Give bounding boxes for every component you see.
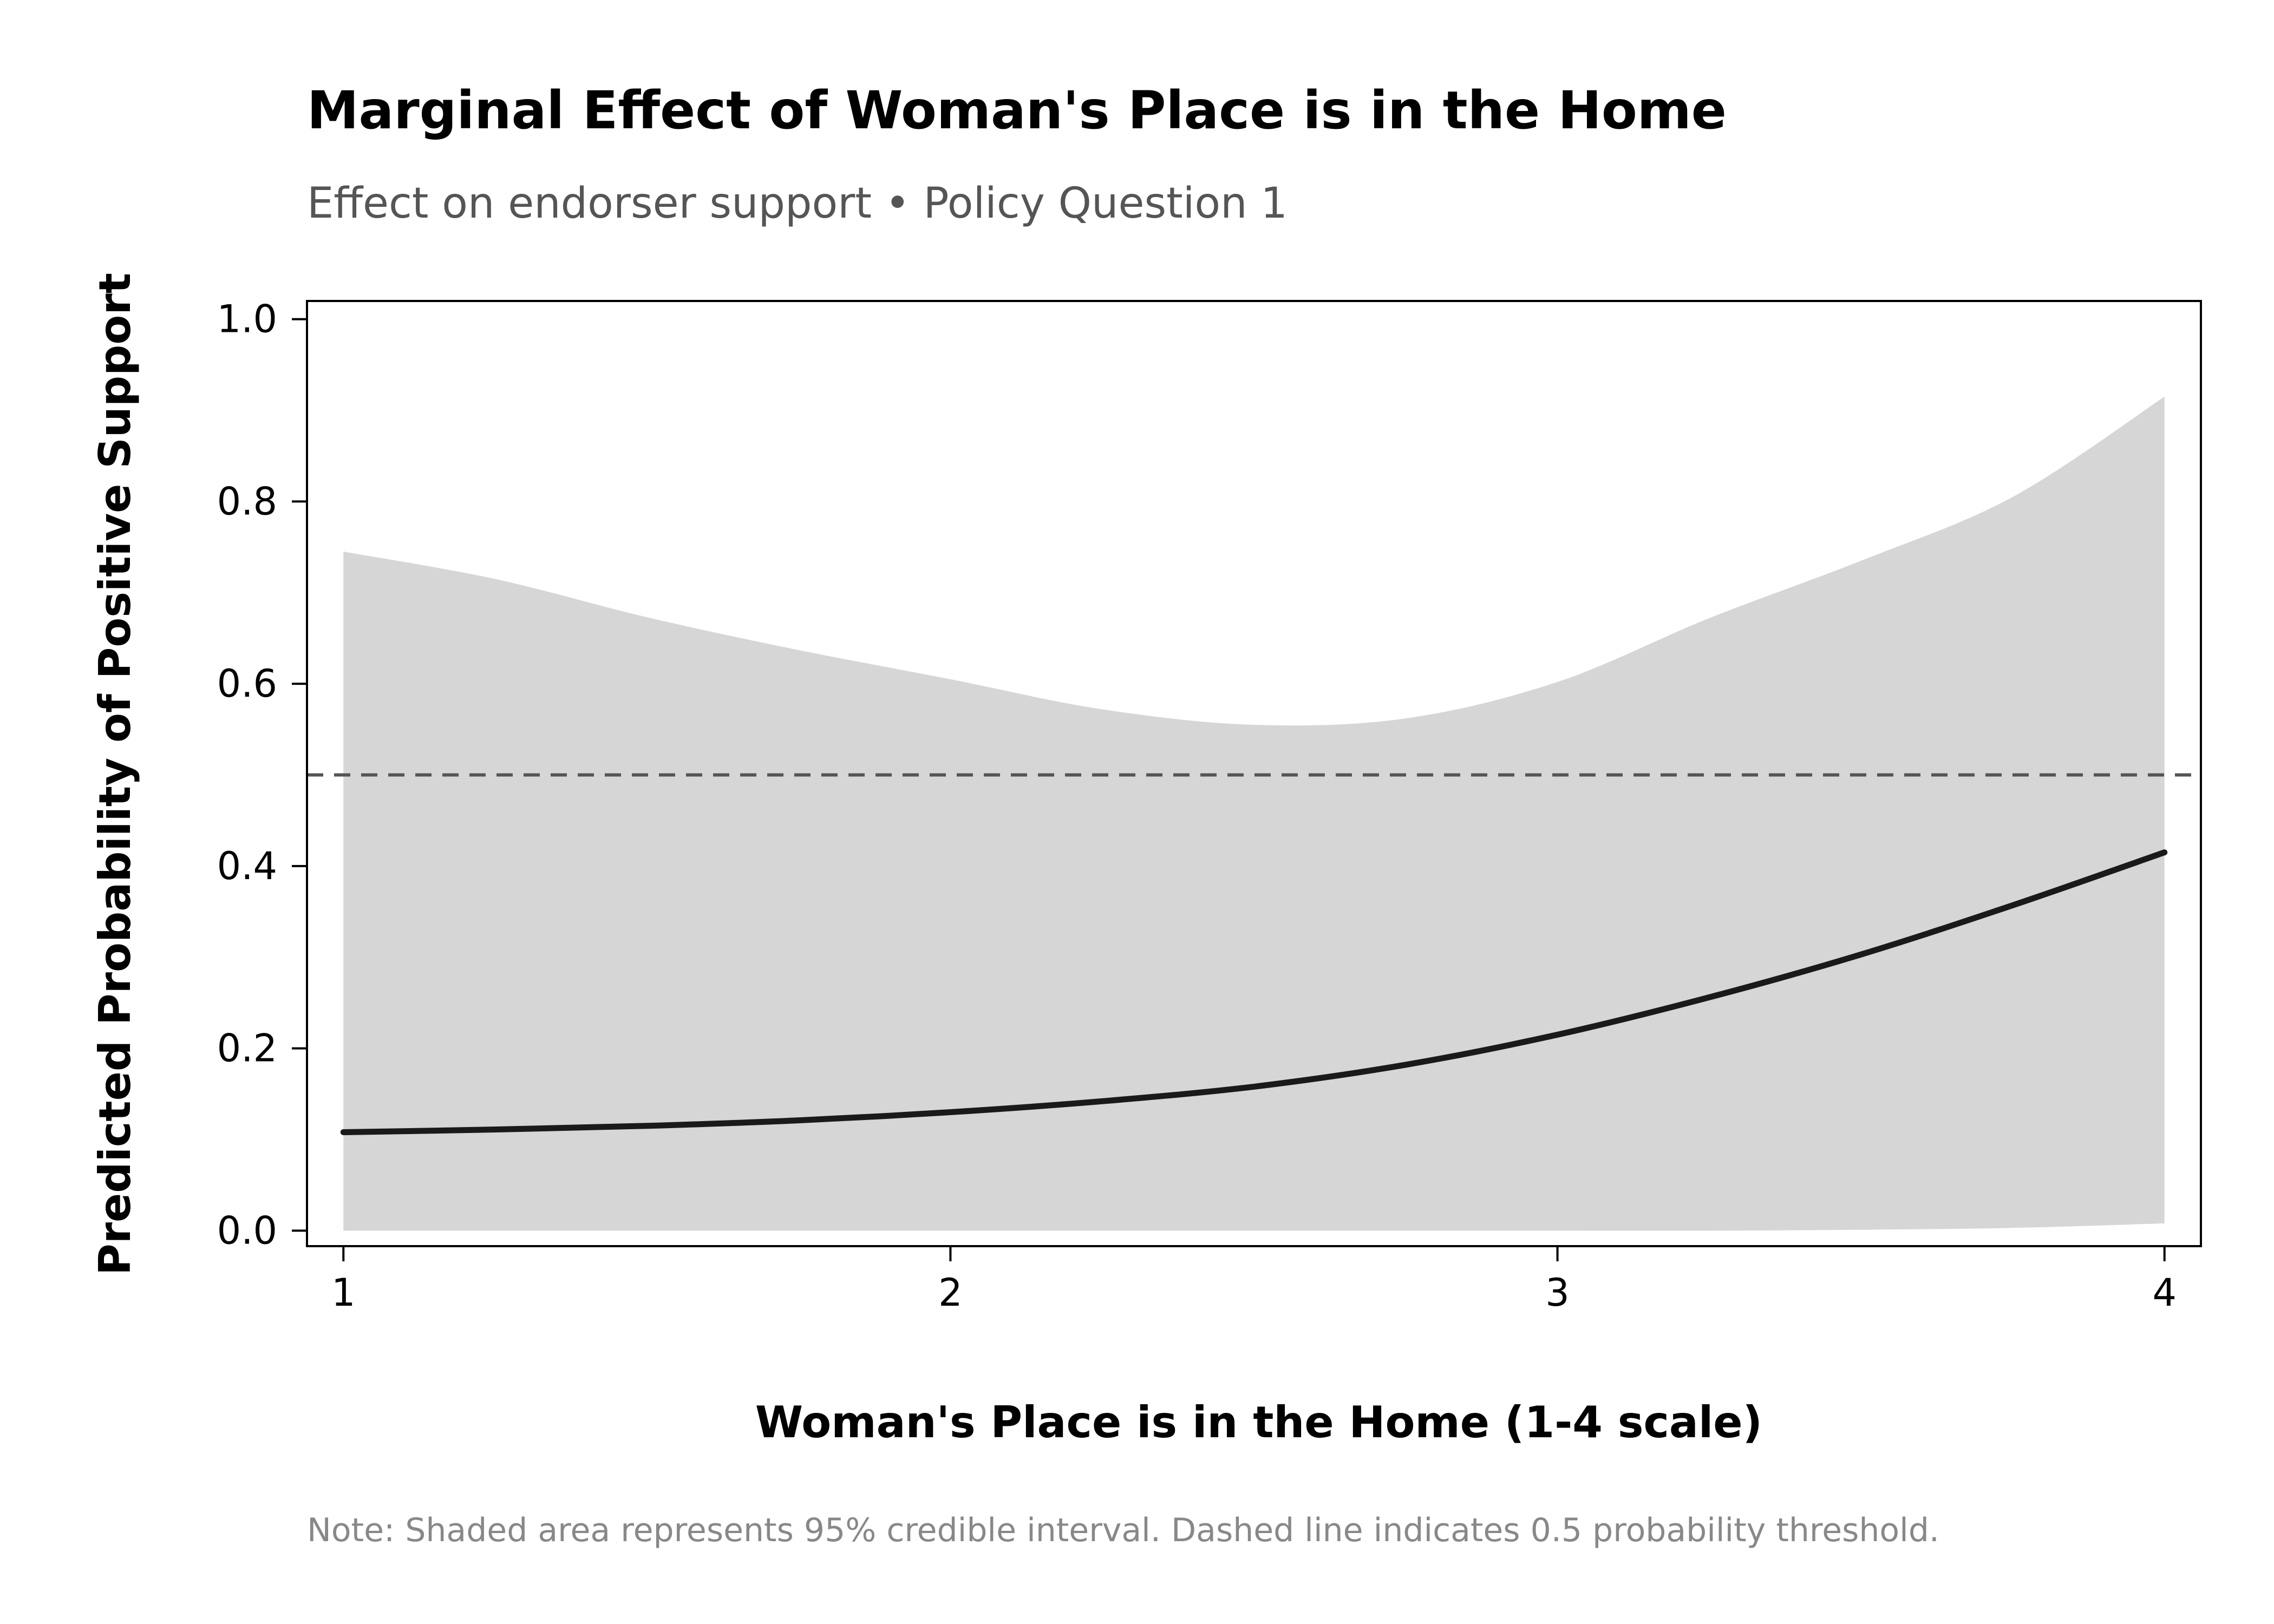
x-tick-label: 2 xyxy=(938,1271,963,1315)
y-tick-label: 0.4 xyxy=(217,844,277,888)
y-tick-label: 0.8 xyxy=(217,479,277,523)
x-tick-label: 1 xyxy=(331,1271,356,1315)
plot-frame xyxy=(306,300,2202,1247)
x-tick-label: 3 xyxy=(1545,1271,1570,1315)
plot-area: 0.0 0.2 0.4 0.6 0.8 1.0 1 2 3 4 xyxy=(217,297,2202,1315)
y-tick-label: 0.2 xyxy=(217,1026,277,1071)
chart-note: Note: Shaded area represents 95% credibl… xyxy=(307,1511,1939,1549)
y-tick-label: 0.6 xyxy=(217,662,277,706)
y-tick-label: 0.0 xyxy=(217,1208,277,1253)
chart-subtitle: Effect on endorser support • Policy Ques… xyxy=(307,179,1288,228)
x-axis-label: Woman's Place is in the Home (1-4 scale) xyxy=(755,1397,1762,1448)
y-tick-label: 1.0 xyxy=(217,297,277,342)
y-axis-label: Predicted Probability of Positive Suppor… xyxy=(90,273,140,1275)
chart-title: Marginal Effect of Woman's Place is in t… xyxy=(307,80,1727,141)
predicted-probability-line xyxy=(340,849,2168,1135)
x-tick-label: 4 xyxy=(2152,1271,2177,1315)
credible-interval-band xyxy=(343,396,2165,1231)
